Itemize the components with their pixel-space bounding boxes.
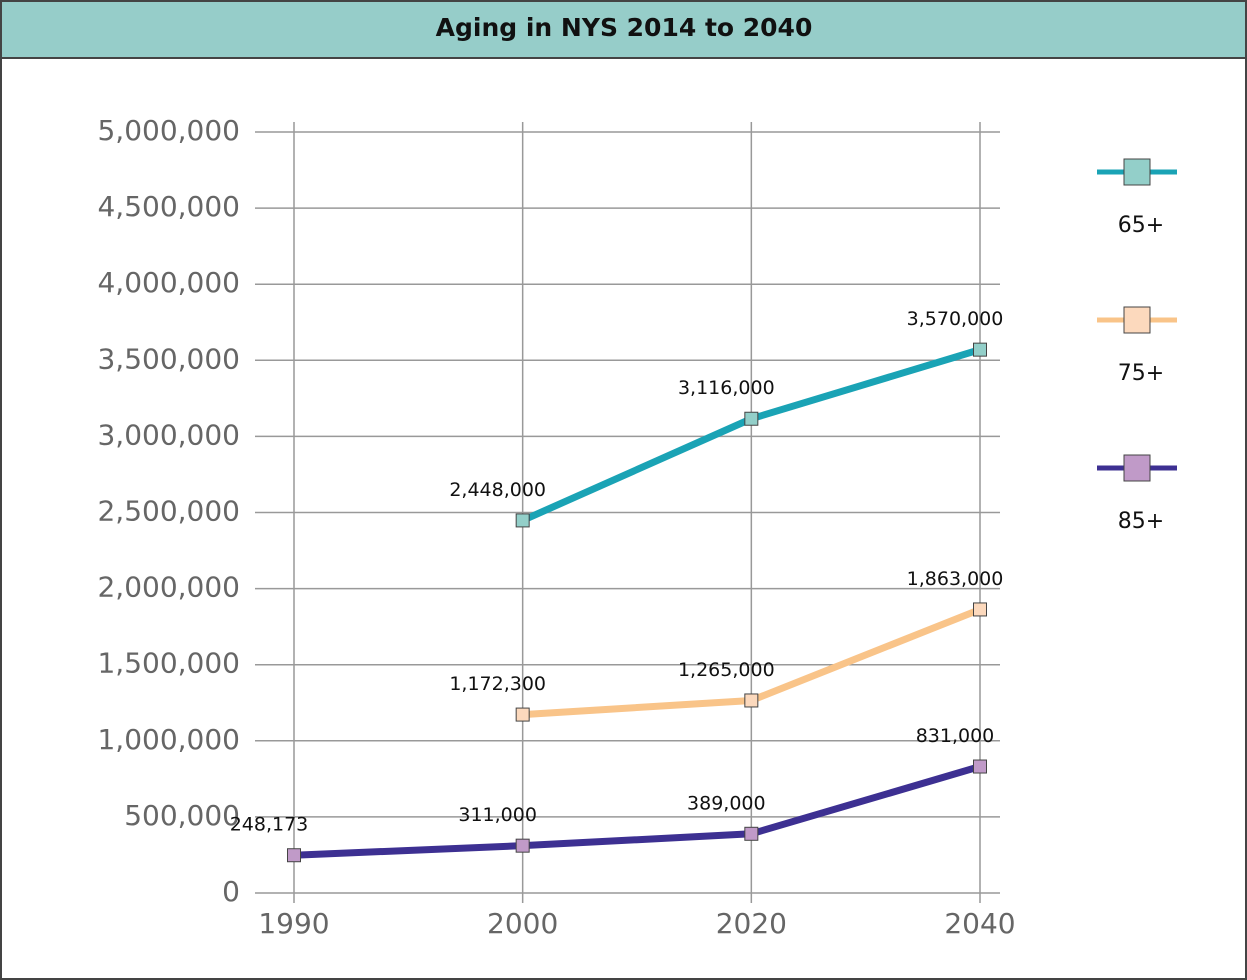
data-point [973, 602, 987, 617]
y-tick-label: 2,500,000 [97, 495, 240, 528]
legend-marker [1123, 306, 1151, 334]
data-label: 2,448,000 [449, 479, 546, 501]
y-tick-label: 500,000 [124, 799, 240, 832]
y-tick-label: 4,500,000 [97, 190, 240, 223]
legend-label: 65+ [1118, 213, 1164, 238]
data-label: 3,116,000 [678, 377, 775, 399]
data-point [973, 342, 987, 357]
data-point [744, 411, 759, 426]
legend-label: 75+ [1118, 361, 1164, 386]
data-point [287, 848, 301, 863]
data-point [744, 826, 759, 841]
data-point [515, 513, 530, 528]
y-tick-label: 4,000,000 [97, 266, 240, 299]
chart-title: Aging in NYS 2014 to 2040 [436, 13, 813, 42]
data-point [744, 693, 759, 708]
data-label: 1,172,300 [449, 673, 546, 695]
data-label: 389,000 [687, 792, 766, 814]
y-tick-label: 5,000,000 [97, 114, 240, 147]
x-tick-label: 2020 [716, 907, 787, 940]
data-point [973, 759, 987, 774]
data-label: 3,570,000 [907, 308, 1004, 330]
legend-label: 85+ [1118, 509, 1164, 534]
y-tick-label: 3,500,000 [97, 342, 240, 375]
legend-marker [1123, 454, 1151, 482]
data-point [515, 838, 530, 853]
data-label: 1,265,000 [678, 659, 775, 681]
y-tick-label: 3,000,000 [97, 418, 240, 451]
x-tick-label: 2000 [487, 907, 558, 940]
x-tick-label: 2040 [944, 907, 1015, 940]
y-tick-label: 1,000,000 [97, 723, 240, 756]
data-label: 831,000 [916, 725, 995, 747]
series-line [293, 763, 981, 859]
data-label: 248,173 [230, 814, 309, 836]
y-tick-label: 2,000,000 [97, 571, 240, 604]
x-tick-label: 1990 [258, 907, 329, 940]
y-tick-label: 0 [222, 875, 240, 908]
legend-marker [1123, 158, 1151, 186]
title-bar [0, 0, 1247, 59]
data-label: 311,000 [458, 804, 537, 826]
data-point [515, 707, 530, 722]
y-tick-label: 1,500,000 [97, 647, 240, 680]
data-label: 1,863,000 [907, 568, 1004, 590]
